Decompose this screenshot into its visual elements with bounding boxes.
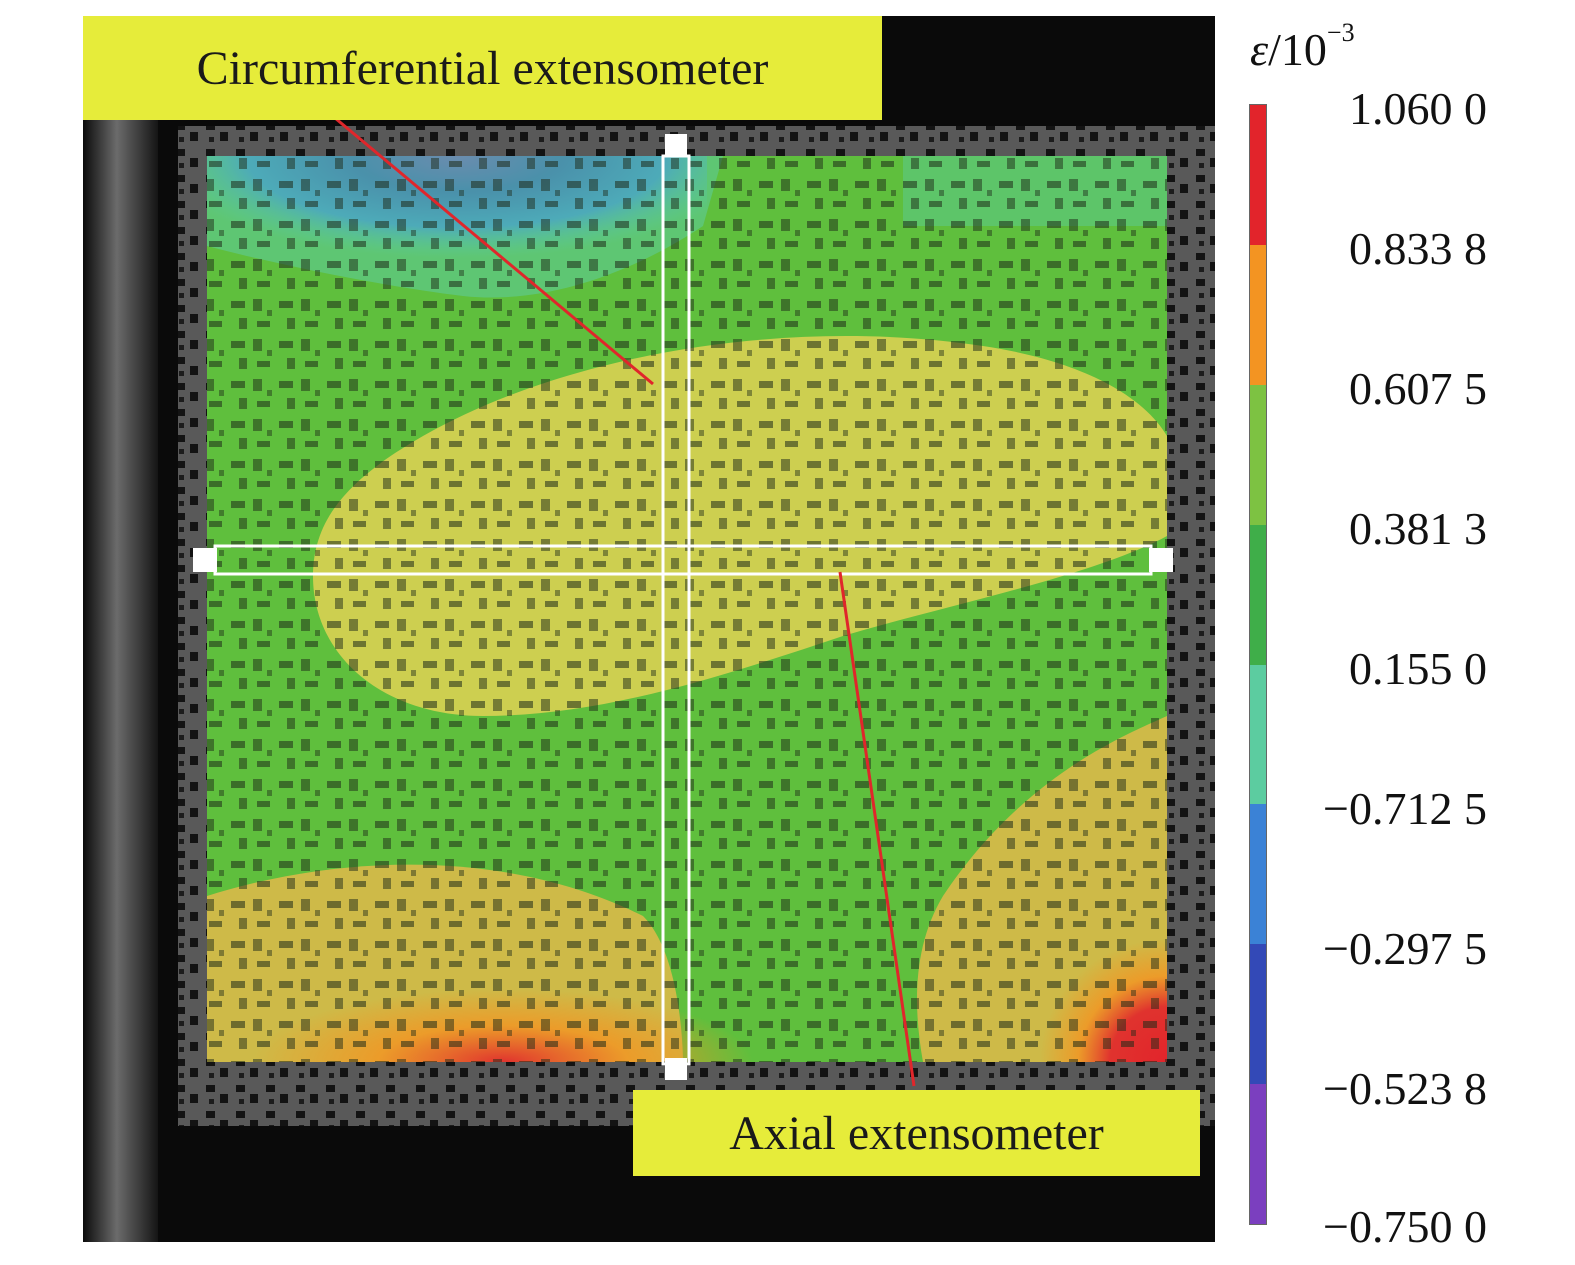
colorbar-label: −0.712 5 <box>1323 783 1487 834</box>
axial-leader-line <box>838 571 916 1087</box>
colorbar-label: −0.750 0 <box>1323 1201 1487 1252</box>
circumferential-extensometer-label: Circumferential extensometer <box>83 16 882 120</box>
colorbar-segment <box>1250 664 1266 805</box>
strain-symbol: ε <box>1250 24 1269 75</box>
colorbar-label: 0.833 8 <box>1349 223 1487 274</box>
colorbar-label: 1.060 0 <box>1349 83 1487 134</box>
circumferential-leader-line <box>334 116 654 386</box>
colorbar-segment <box>1250 244 1266 385</box>
colorbar-segment <box>1250 384 1266 525</box>
colorbar-label: 0.155 0 <box>1349 643 1487 694</box>
axial-extensometer-label: Axial extensometer <box>633 1090 1200 1176</box>
colorbar-label: 0.381 3 <box>1349 503 1487 554</box>
unit-base: /10 <box>1268 24 1327 75</box>
colorbar-segment <box>1250 105 1266 245</box>
colorbar-label: −0.297 5 <box>1323 923 1487 974</box>
unit-exponent: −3 <box>1326 18 1355 47</box>
axial-extensometer <box>193 544 1173 576</box>
colorbar-title: ε/10−3 <box>1250 18 1355 76</box>
colorbar-segment <box>1250 524 1266 665</box>
colorbar-segment <box>1250 1084 1266 1224</box>
dic-strain-photo <box>83 16 1215 1242</box>
circumferential-extensometer <box>661 134 691 1080</box>
colorbar-label: 0.607 5 <box>1349 363 1487 414</box>
strain-colorbar <box>1249 104 1267 1225</box>
colorbar-segment <box>1250 804 1266 945</box>
strain-field-overlay <box>83 16 1215 1242</box>
colorbar-segment <box>1250 944 1266 1085</box>
colorbar-label: −0.523 8 <box>1323 1063 1487 1114</box>
